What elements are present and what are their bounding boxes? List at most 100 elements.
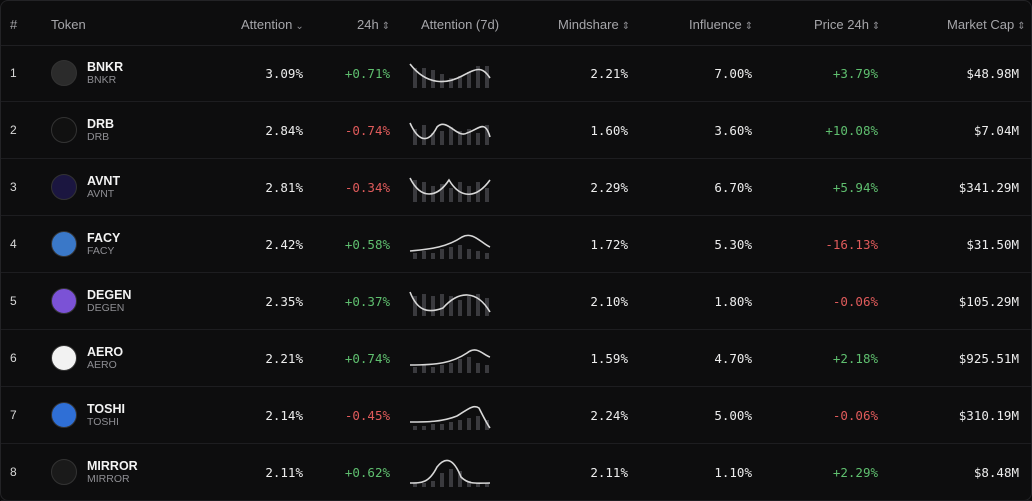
sparkline-bar [449,363,453,373]
row-index: 3 [10,180,17,194]
market-cap-value: $8.48M [973,464,1019,480]
header-token: Token [51,17,86,32]
influence-value: 1.10% [714,464,752,480]
token-logo [51,231,77,257]
sparkline-bar [467,129,471,145]
header-influence-sort[interactable]: Influence ⇕ [689,17,753,32]
sparkline-bar [422,251,426,259]
sparkline-bar [431,133,435,145]
row-index: 5 [10,294,17,308]
header-mindshare-sort[interactable]: Mindshare ⇕ [558,17,630,32]
table-row[interactable]: 6 AERO AERO 2.21% +0.74% 1.59% 4.70% +2.… [1,330,1031,387]
token-cell[interactable]: BNKR BNKR [51,45,123,101]
header-market-cap: Market Cap [947,17,1015,32]
attention-sparkline [407,330,493,386]
sparkline-line [409,405,491,429]
change-24h-value: -0.74% [344,122,390,138]
market-cap-value: $925.51M [958,350,1019,366]
attention-value: 2.11% [265,464,303,480]
header-index: # [10,17,18,32]
token-logo [51,288,77,314]
sort-desc-icon: ⌄ [295,21,304,32]
token-name: AVNT [87,173,121,188]
sparkline-bar [422,365,426,373]
token-symbol: MIRROR [87,472,130,485]
sparkline-bar [440,424,444,430]
attention-value: 2.42% [265,236,303,252]
mindshare-value: 1.72% [590,236,628,252]
attention-value: 2.14% [265,407,303,423]
table-row[interactable]: 8 MIRROR MIRROR 2.11% +0.62% 2.11% 1.10%… [1,444,1031,501]
header-attention-sort[interactable]: Attention ⌄ [241,17,304,32]
token-cell[interactable]: FACY FACY [51,216,120,272]
influence-value: 1.80% [714,293,752,309]
token-symbol: DEGEN [87,301,125,314]
table-row[interactable]: 2 DRB DRB 2.84% -0.74% 1.60% 3.60% +10.0… [1,102,1031,159]
market-cap-value: $7.04M [973,122,1019,138]
attention-value: 2.35% [265,293,303,309]
header-price-sort[interactable]: Price 24h ⇕ [814,17,880,32]
token-cell[interactable]: MIRROR MIRROR [51,444,138,500]
table-row[interactable]: 7 TOSHI TOSHI 2.14% -0.45% 2.24% 5.00% -… [1,387,1031,444]
sparkline-bar [485,188,489,202]
sort-icon: ⇕ [871,21,881,32]
token-cell[interactable]: DEGEN DEGEN [51,273,131,329]
sparkline-bar [476,294,480,316]
header-price-24h: Price 24h [814,17,869,32]
attention-sparkline [407,444,493,500]
table-row[interactable]: 3 AVNT AVNT 2.81% -0.34% 2.29% 6.70% +5.… [1,159,1031,216]
influence-value: 3.60% [714,122,752,138]
token-logo [51,459,77,485]
sparkline-bar [485,420,489,430]
market-cap-value: $48.98M [966,65,1019,81]
sparkline-bar [422,68,426,88]
sort-icon: ⇕ [381,21,391,32]
sparkline-bar [467,249,471,259]
token-symbol: DRB [87,130,110,143]
price-24h-value: +10.08% [825,122,878,138]
market-cap-value: $31.50M [966,236,1019,252]
token-symbol: TOSHI [87,415,119,428]
table-row[interactable]: 1 BNKR BNKR 3.09% +0.71% 2.21% 7.00% +3.… [1,45,1031,102]
price-24h-value: +2.18% [832,350,878,366]
attention-sparkline [407,387,493,443]
token-cell[interactable]: AVNT AVNT [51,159,120,215]
sparkline-chart [409,291,491,316]
influence-value: 4.70% [714,350,752,366]
price-24h-value: -0.06% [832,293,878,309]
change-24h-value: +0.58% [344,236,390,252]
header-market-cap-sort[interactable]: Market Cap ⇕ [947,17,1026,32]
token-symbol: BNKR [87,73,117,86]
market-cap-value: $310.19M [958,407,1019,423]
table-row[interactable]: 5 DEGEN DEGEN 2.35% +0.37% 2.10% 1.80% -… [1,273,1031,330]
change-24h-value: +0.62% [344,464,390,480]
header-24h-sort[interactable]: 24h ⇕ [357,17,390,32]
sparkline-chart [409,349,491,373]
mindshare-value: 2.21% [590,65,628,81]
attention-value: 2.21% [265,350,303,366]
sparkline-bar [467,357,471,373]
sparkline-bar [422,426,426,430]
token-cell[interactable]: AERO AERO [51,330,123,386]
sparkline-bar [431,70,435,88]
sparkline-bar [485,365,489,373]
sparkline-bar [476,133,480,145]
change-24h-value: -0.34% [344,179,390,195]
market-cap-value: $105.29M [958,293,1019,309]
sparkline-line [409,459,491,485]
sparkline-bar [440,131,444,145]
change-24h-value: +0.37% [344,293,390,309]
token-cell[interactable]: TOSHI TOSHI [51,387,125,443]
sparkline-bar [449,296,453,316]
token-cell[interactable]: DRB DRB [51,102,114,158]
change-24h-value: +0.74% [344,350,390,366]
sparkline-bar [449,422,453,430]
sparkline-line [409,63,491,83]
token-name: BNKR [87,59,124,74]
table-row[interactable]: 4 FACY FACY 2.42% +0.58% 1.72% 5.30% -16… [1,216,1031,273]
sparkline-bar [458,76,462,88]
sparkline-bar [413,296,417,316]
token-symbol: AERO [87,358,117,371]
sparkline-bar [476,363,480,373]
sparkline-bar [413,426,417,430]
